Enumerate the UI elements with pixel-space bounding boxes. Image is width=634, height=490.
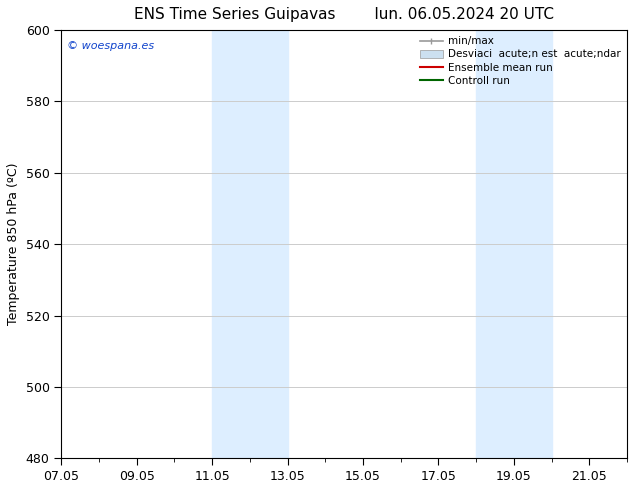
Title: ENS Time Series Guipavas        lun. 06.05.2024 20 UTC: ENS Time Series Guipavas lun. 06.05.2024…	[134, 7, 554, 22]
Bar	[476, 30, 552, 458]
Text: © woespana.es: © woespana.es	[67, 41, 154, 51]
Bar	[212, 30, 288, 458]
Y-axis label: Temperature 850 hPa (ºC): Temperature 850 hPa (ºC)	[7, 163, 20, 325]
Legend: min/max, Desviaci  acute;n est  acute;ndar, Ensemble mean run, Controll run: min/max, Desviaci acute;n est acute;ndar…	[416, 32, 625, 90]
